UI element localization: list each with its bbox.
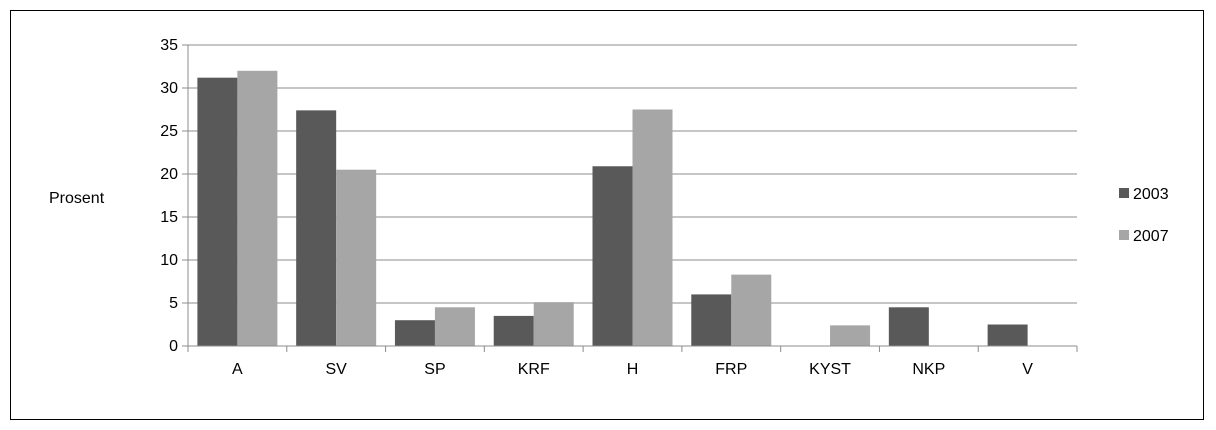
bar-2003-A <box>197 77 238 347</box>
y-tick-label: 35 <box>160 37 178 54</box>
x-tick-label: FRP <box>715 361 747 378</box>
legend-label-2007: 2007 <box>1133 228 1169 245</box>
y-tick-label: 15 <box>160 209 178 226</box>
bar-2003-SV <box>296 110 337 346</box>
x-tick-label: V <box>1022 361 1033 378</box>
x-tick-label: H <box>627 361 639 378</box>
legend-swatch-2003 <box>1119 188 1129 198</box>
legend: 2003 2007 <box>1119 186 1169 245</box>
bar-2003-H <box>592 166 633 346</box>
axes: 0 5 10 15 20 25 30 35 A SV SP KRF H FRP KYST NKP V <box>160 37 1078 378</box>
bar-2003-FRP <box>691 294 732 346</box>
bar-2003-SP <box>394 320 435 346</box>
x-tick-label: KRF <box>518 361 550 378</box>
y-tick-label: 30 <box>160 80 178 97</box>
bar-2007-KRF <box>533 302 574 346</box>
y-tick-label: 25 <box>160 123 178 140</box>
bar-2003-V <box>987 324 1028 346</box>
y-tick-label: 0 <box>169 338 178 355</box>
bar-2007-SP <box>434 307 475 346</box>
chart-frame: Prosent 0 5 10 15 20 25 30 35 A SV SP KRF H FRP KYST NK… <box>10 10 1204 420</box>
bars <box>197 70 1028 347</box>
bar-2007-FRP <box>731 274 772 346</box>
x-tick-label: SP <box>424 361 445 378</box>
x-tick-label: SV <box>325 361 347 378</box>
bar-2007-KYST <box>830 325 871 346</box>
bar-2003-KRF <box>493 315 534 346</box>
bar-2007-A <box>237 70 278 347</box>
legend-swatch-2007 <box>1119 230 1129 240</box>
x-tick-label: A <box>232 361 243 378</box>
y-tick-label: 10 <box>160 252 178 269</box>
legend-label-2003: 2003 <box>1133 186 1169 203</box>
x-tick-label: KYST <box>809 361 851 378</box>
bar-chart: Prosent 0 5 10 15 20 25 30 35 A SV SP KRF H FRP KYST NK… <box>49 37 1169 378</box>
y-axis-title: Prosent <box>49 190 105 207</box>
y-tick-label: 5 <box>169 295 178 312</box>
y-tick-label: 20 <box>160 166 178 183</box>
bar-2003-NKP <box>888 307 929 346</box>
x-tick-label: NKP <box>912 361 945 378</box>
bar-2007-H <box>632 109 673 346</box>
bar-2007-SV <box>336 169 377 346</box>
